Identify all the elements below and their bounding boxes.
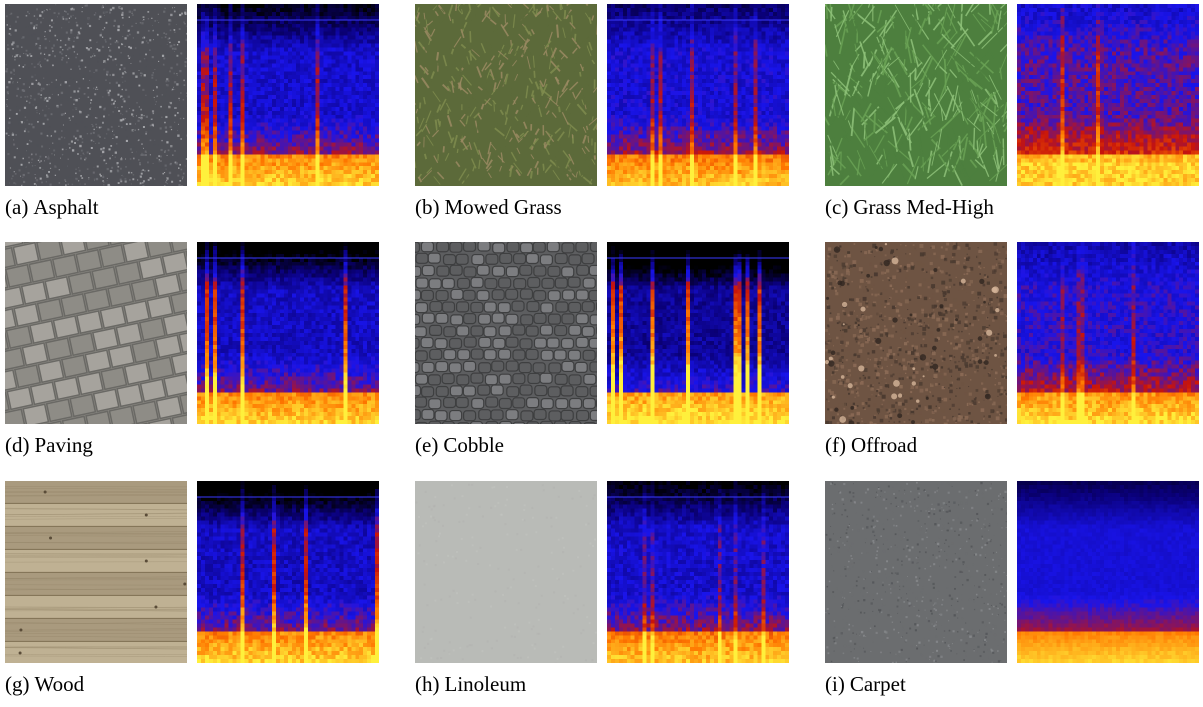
spectrogram-image bbox=[197, 242, 379, 424]
panel-tag: (h) bbox=[415, 672, 440, 696]
panel-caption: (a) Asphalt bbox=[5, 194, 99, 220]
spectrogram-image bbox=[197, 4, 379, 186]
panel-caption: (i) Carpet bbox=[825, 671, 906, 697]
panel-caption: (h) Linoleum bbox=[415, 671, 526, 697]
surface-photo bbox=[825, 4, 1007, 186]
panel-label: Linoleum bbox=[445, 672, 527, 696]
spectrogram-image bbox=[197, 481, 379, 663]
panel-tag: (f) bbox=[825, 433, 846, 457]
panel-caption: (d) Paving bbox=[5, 432, 93, 458]
panel-caption: (b) Mowed Grass bbox=[415, 194, 562, 220]
panel-label: Asphalt bbox=[33, 195, 98, 219]
panel-tag: (a) bbox=[5, 195, 28, 219]
surface-photo bbox=[415, 242, 597, 424]
panel-tag: (c) bbox=[825, 195, 848, 219]
surface-photo bbox=[415, 481, 597, 663]
panel-label: Wood bbox=[35, 672, 85, 696]
surface-photo bbox=[5, 4, 187, 186]
spectrogram-image bbox=[1017, 4, 1199, 186]
spectrogram-image bbox=[1017, 242, 1199, 424]
panel-caption: (g) Wood bbox=[5, 671, 84, 697]
surface-photo bbox=[415, 4, 597, 186]
panel-label: Carpet bbox=[850, 672, 906, 696]
panel-tag: (b) bbox=[415, 195, 440, 219]
surface-photo bbox=[5, 242, 187, 424]
panel-caption: (f) Offroad bbox=[825, 432, 917, 458]
surface-photo bbox=[825, 481, 1007, 663]
panel-label: Cobble bbox=[443, 433, 504, 457]
panel-label: Paving bbox=[35, 433, 93, 457]
panel-caption: (c) Grass Med-High bbox=[825, 194, 994, 220]
panel-label: Mowed Grass bbox=[445, 195, 562, 219]
panel-tag: (g) bbox=[5, 672, 30, 696]
panel-label: Offroad bbox=[851, 433, 917, 457]
spectrogram-image bbox=[607, 481, 789, 663]
panel-tag: (d) bbox=[5, 433, 30, 457]
surface-photo bbox=[825, 242, 1007, 424]
panel-label: Grass Med-High bbox=[853, 195, 994, 219]
spectrogram-image bbox=[607, 242, 789, 424]
panel-tag: (i) bbox=[825, 672, 845, 696]
panel-caption: (e) Cobble bbox=[415, 432, 504, 458]
spectrogram-image bbox=[607, 4, 789, 186]
surface-photo bbox=[5, 481, 187, 663]
spectrogram-image bbox=[1017, 481, 1199, 663]
panel-tag: (e) bbox=[415, 433, 438, 457]
